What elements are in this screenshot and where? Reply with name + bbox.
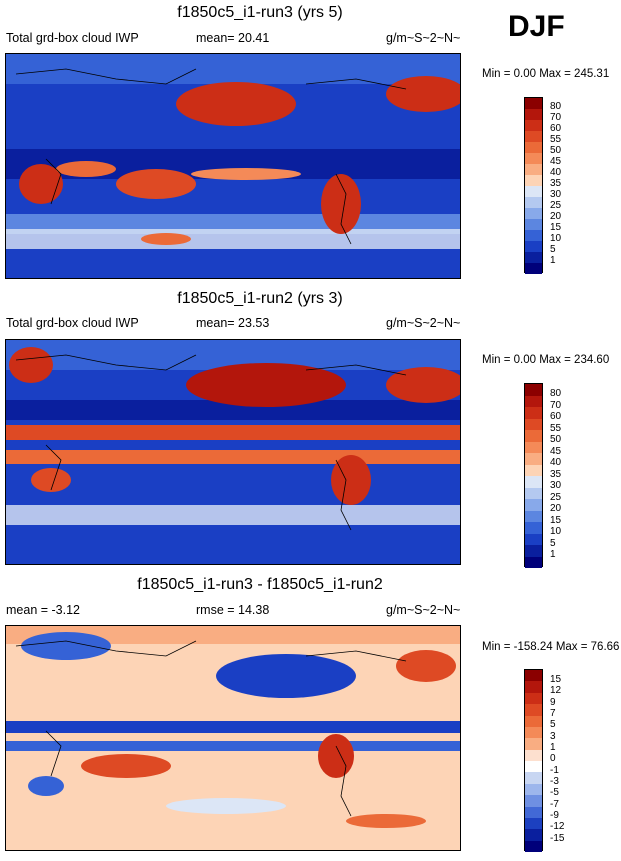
colorbar-tick: 40 (550, 457, 562, 468)
colorbar-tick: 50 (550, 145, 562, 156)
panel3-title: f1850c5_i1-run3 - f1850c5_i1-run2 (137, 576, 383, 593)
colorbar-tick: 40 (550, 167, 562, 178)
colorbar-tick: -5 (550, 787, 559, 798)
colorbar-tick: -3 (550, 776, 559, 787)
panel1-heatmap (6, 54, 460, 278)
panel2-mean-label: mean= 23.53 (196, 316, 270, 330)
colorbar-tick: 70 (550, 400, 562, 411)
panel1-title: f1850c5_i1-run3 (yrs 5) (177, 4, 343, 21)
panel3-map (5, 625, 461, 851)
panel1-variable-label: Total grd-box cloud IWP (6, 31, 139, 45)
panel1-units-label: g/m~S~2~N~ (386, 31, 461, 45)
panel2-colorbar (524, 383, 543, 568)
panel1-colorbar (524, 97, 543, 274)
colorbar-tick: 1 (550, 255, 556, 266)
panel3-colorbar (524, 669, 543, 852)
colorbar-tick: 70 (550, 112, 562, 123)
colorbar-tick: 9 (550, 697, 556, 708)
colorbar-tick: 15 (550, 674, 562, 685)
colorbar-tick: 55 (550, 423, 562, 434)
colorbar-tick: 5 (550, 244, 556, 255)
panel2-minmax: Min = 0.00 Max = 234.60 (482, 354, 610, 366)
colorbar-tick: 15 (550, 515, 562, 526)
colorbar-tick: -12 (550, 821, 565, 832)
panel2-title: f1850c5_i1-run2 (yrs 3) (177, 290, 343, 307)
panel3-mean-label: mean = -3.12 (6, 603, 81, 617)
colorbar-tick: -7 (550, 799, 559, 810)
panel2-units-label: g/m~S~2~N~ (386, 316, 461, 330)
panel3-minmax: Min = -158.24 Max = 76.66 (482, 641, 620, 653)
colorbar-tick: 60 (550, 123, 562, 134)
colorbar-tick: 80 (550, 388, 562, 399)
colorbar-tick: 30 (550, 480, 562, 491)
colorbar-tick: -15 (550, 833, 565, 844)
colorbar-tick: 20 (550, 211, 562, 222)
colorbar-tick: 25 (550, 492, 562, 503)
panel2-heatmap (6, 340, 460, 564)
panel1-minmax: Min = 0.00 Max = 245.31 (482, 68, 610, 80)
colorbar-tick: 3 (550, 731, 556, 742)
panel1-map (5, 53, 461, 279)
panel3-rmse-label: rmse = 14.38 (196, 603, 270, 617)
colorbar-tick: 1 (550, 742, 556, 753)
colorbar-tick: 80 (550, 101, 562, 112)
colorbar-tick: 50 (550, 434, 562, 445)
colorbar-tick: 5 (550, 719, 556, 730)
colorbar-tick: 10 (550, 526, 562, 537)
colorbar-tick: 30 (550, 189, 562, 200)
colorbar-tick: -9 (550, 810, 559, 821)
colorbar-tick: 10 (550, 233, 562, 244)
panel3-heatmap (6, 626, 460, 850)
colorbar-tick: 12 (550, 685, 562, 696)
colorbar-tick: 55 (550, 134, 562, 145)
colorbar-tick: 7 (550, 708, 556, 719)
panel2-variable-label: Total grd-box cloud IWP (6, 316, 139, 330)
colorbar-tick: 15 (550, 222, 562, 233)
colorbar-tick: 35 (550, 178, 562, 189)
panel2-map (5, 339, 461, 565)
colorbar-tick: 60 (550, 411, 562, 422)
colorbar-tick: 25 (550, 200, 562, 211)
colorbar-tick: 20 (550, 503, 562, 514)
panel1-mean-label: mean= 20.41 (196, 31, 270, 45)
colorbar-tick: 45 (550, 446, 562, 457)
panel3-units-label: g/m~S~2~N~ (386, 603, 461, 617)
colorbar-tick: 0 (550, 753, 556, 764)
colorbar-tick: 45 (550, 156, 562, 167)
colorbar-tick: 5 (550, 538, 556, 549)
colorbar-tick: -1 (550, 765, 559, 776)
colorbar-tick: 35 (550, 469, 562, 480)
colorbar-tick: 1 (550, 549, 556, 560)
season-label: DJF (508, 10, 565, 43)
